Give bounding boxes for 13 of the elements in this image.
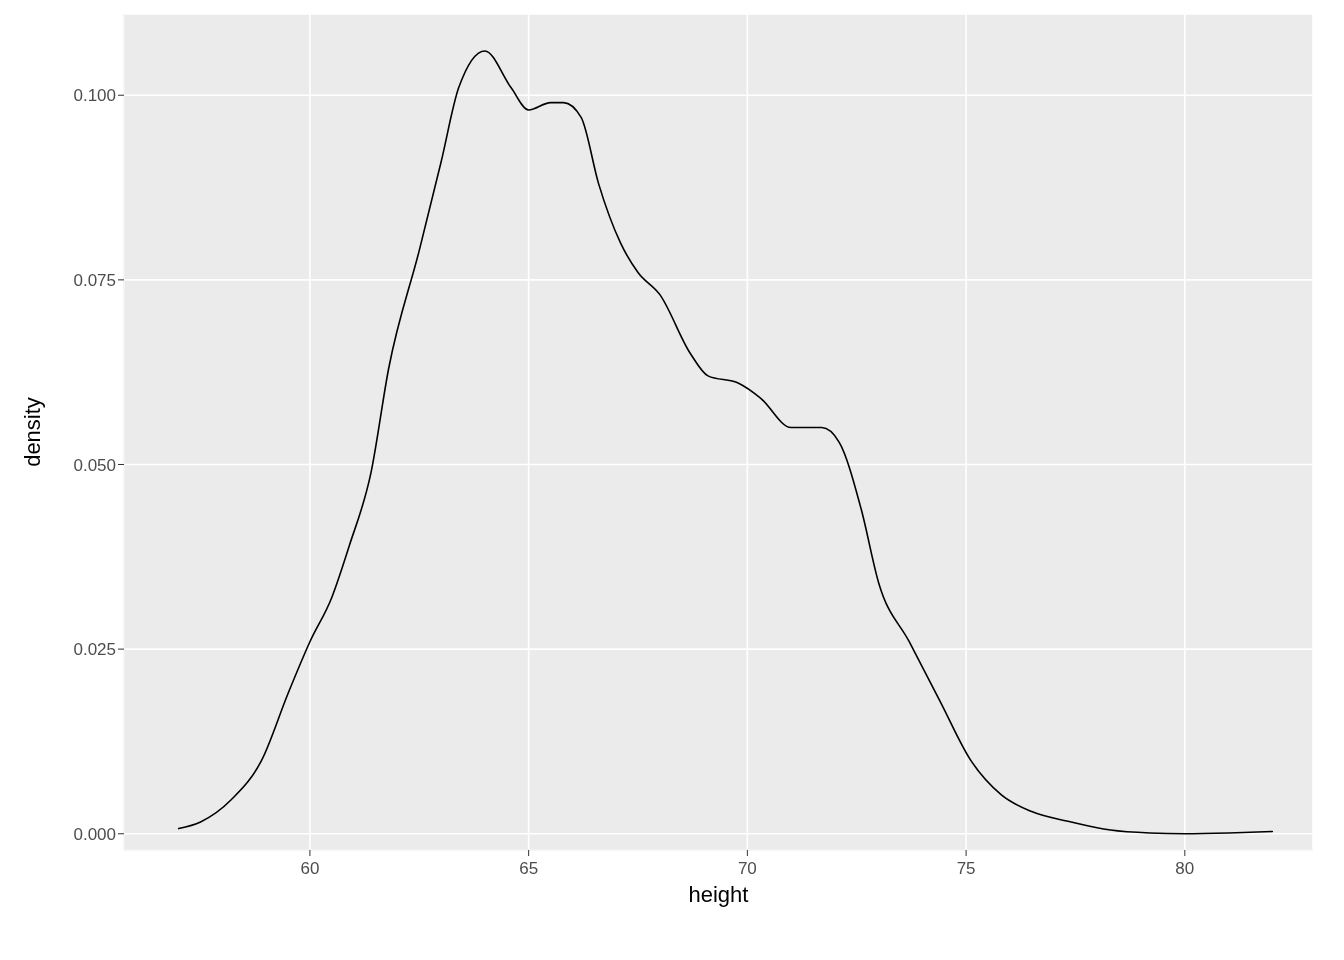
x-tick-label: 70: [737, 859, 757, 879]
y-tick-label: 0.100: [73, 86, 116, 106]
y-tick-label: 0.025: [73, 640, 116, 660]
line-series: [177, 50, 1274, 835]
x-tick-label: 65: [519, 859, 539, 879]
x-tick-label: 80: [1175, 859, 1195, 879]
y-tick-label: 0.075: [73, 270, 116, 290]
x-tick-label: 75: [956, 859, 976, 879]
y-tick-label: 0.000: [73, 824, 116, 844]
x-axis-title: height: [688, 882, 749, 907]
x-tick-label: 60: [300, 859, 320, 879]
y-axis-title: density: [19, 397, 45, 467]
y-tick-label: 0.050: [73, 455, 116, 475]
